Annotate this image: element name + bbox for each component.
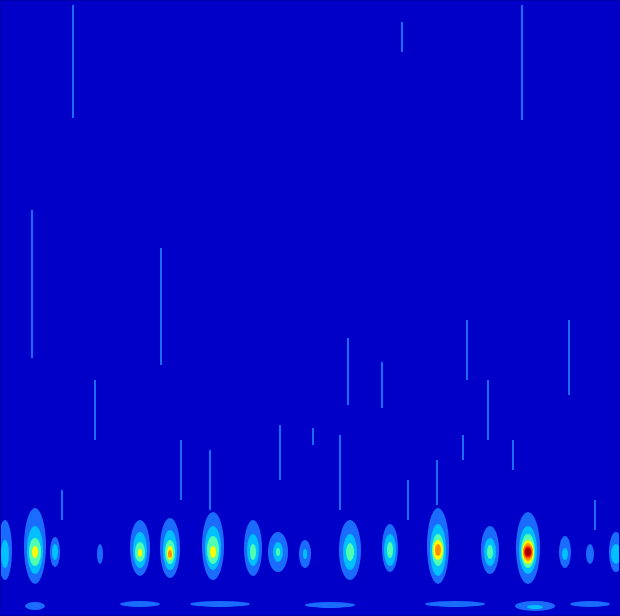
contour-level: [433, 540, 443, 560]
contour-level: [52, 544, 58, 560]
contour-level: [611, 544, 620, 564]
contour-level: [487, 545, 493, 559]
contour-level: [130, 520, 150, 576]
streak: [347, 338, 349, 405]
contour-level: [303, 549, 307, 559]
contour-level: [570, 601, 610, 607]
contour-level: [273, 542, 283, 562]
contour-level: [120, 601, 160, 607]
streak: [94, 380, 96, 440]
contour-level: [24, 508, 46, 584]
contour-level: [430, 524, 446, 576]
streak: [209, 450, 211, 510]
contour-level: [516, 512, 540, 584]
streak: [487, 380, 489, 440]
contour-level: [97, 544, 103, 564]
contour-level: [135, 542, 145, 562]
contour-level: [133, 532, 147, 568]
contour-level: [562, 548, 568, 560]
contour-level: [29, 538, 41, 566]
contour-level: [524, 546, 532, 558]
streak: [401, 22, 403, 52]
contour-level: [519, 526, 537, 574]
contour-level: [268, 532, 288, 572]
contour-level: [244, 520, 262, 576]
contour-level: [432, 534, 444, 566]
streak: [279, 425, 281, 480]
streak: [462, 435, 464, 460]
contour-level: [163, 530, 177, 570]
contour-level: [0, 520, 12, 580]
contour-level: [27, 526, 43, 574]
streak: [31, 210, 33, 358]
contour-level: [484, 538, 496, 566]
streak: [568, 320, 570, 395]
contour-level: [384, 534, 396, 566]
contour-level: [586, 544, 594, 564]
contour-level: [190, 601, 250, 607]
contour-level: [160, 518, 180, 578]
contour-level: [425, 601, 485, 607]
contour-level: [339, 520, 361, 580]
plot-area: [0, 5, 620, 611]
streak: [436, 460, 438, 505]
contour-level: [247, 534, 259, 566]
contour-level: [32, 546, 38, 558]
contour-level: [202, 512, 224, 580]
contour-level: [559, 536, 571, 568]
contour-level: [525, 548, 531, 556]
contour-level: [138, 549, 142, 557]
contour-level: [523, 543, 533, 561]
contour-level: [609, 532, 620, 572]
contour-level: [305, 602, 355, 608]
streak: [160, 248, 162, 365]
contour-level: [167, 546, 173, 560]
contour-level: [435, 544, 441, 556]
streak: [512, 440, 514, 470]
contour-level: [343, 534, 357, 570]
contour-level: [250, 544, 256, 560]
streak: [594, 500, 596, 530]
contour-level: [481, 526, 499, 574]
contour-level: [50, 537, 60, 567]
contour-level: [276, 548, 280, 556]
contour-level: [1, 540, 9, 568]
plot-frame: [1, 1, 620, 616]
contour-level: [299, 540, 311, 568]
contour-level: [527, 605, 543, 609]
contour-level: [382, 524, 398, 572]
streak: [381, 362, 383, 408]
plot-background: [0, 0, 620, 616]
contour-level: [165, 540, 175, 564]
streak: [521, 5, 523, 120]
streak: [466, 320, 468, 380]
contour-level: [25, 602, 45, 610]
contour-level: [207, 536, 219, 564]
contour-level: [522, 540, 534, 564]
contour-level: [210, 546, 216, 558]
streak: [72, 5, 74, 118]
contour-level: [427, 508, 449, 584]
streak: [339, 435, 341, 510]
contour-level: [168, 550, 172, 558]
contour-level: [387, 542, 393, 558]
streak: [61, 490, 63, 520]
contour-level: [515, 601, 555, 611]
contour-level: [205, 526, 221, 570]
streak: [407, 480, 409, 520]
contour-level: [521, 534, 535, 568]
chart: [0, 0, 620, 616]
streak: [180, 440, 182, 500]
streak: [312, 428, 314, 445]
contour-level: [346, 543, 354, 561]
